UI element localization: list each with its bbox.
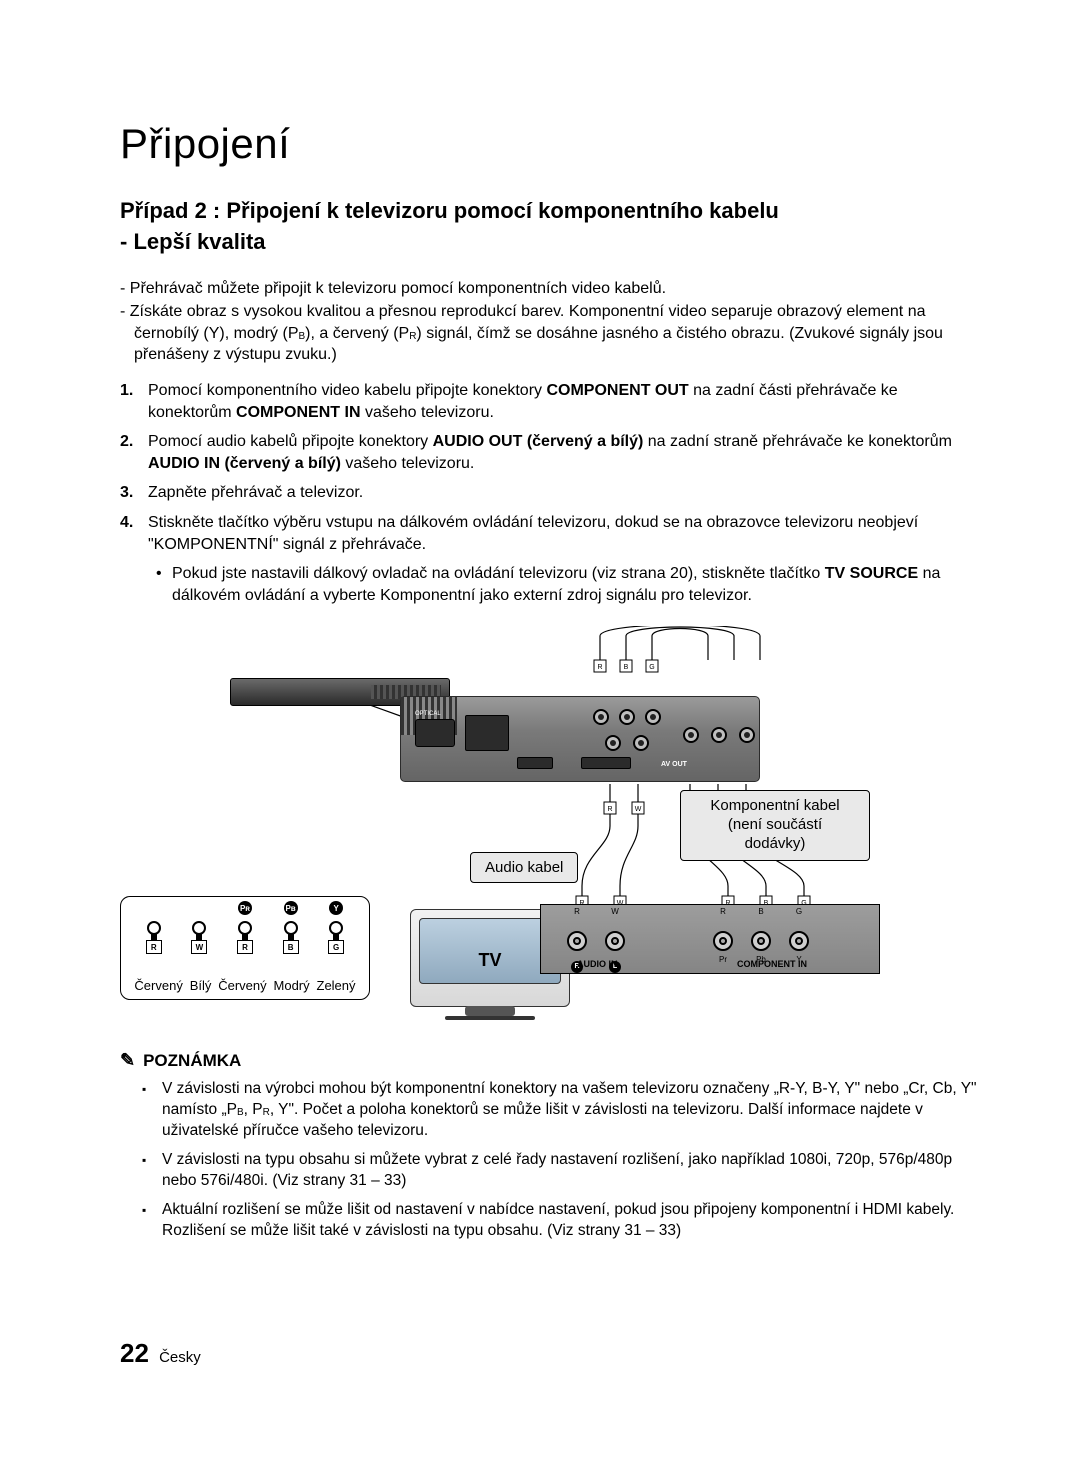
note-3: Aktuální rozlišení se může lišit od nast…	[162, 1200, 980, 1242]
note-heading: ✎ POZNÁMKA	[120, 1050, 980, 1071]
rear-panel-icon: OPTICAL AV OUT	[400, 696, 760, 782]
legend-green: Zelený	[317, 978, 356, 993]
legend-blue: Modrý	[274, 978, 310, 993]
step-4-sub: Pokud jste nastavili dálkový ovladač na …	[172, 563, 980, 606]
audio-cable-callout: Audio kabel	[470, 852, 578, 883]
svg-text:R: R	[607, 806, 612, 813]
intro-list: Přehrávač můžete připojit k televizoru p…	[120, 278, 980, 366]
page-footer: 22 Česky	[120, 1338, 201, 1369]
step-1: Pomocí komponentního video kabelu připoj…	[120, 380, 980, 423]
svg-text:R: R	[597, 664, 602, 671]
case-title-line2: - Lepší kvalita	[120, 229, 266, 254]
step-2: Pomocí audio kabelů připojte konektory A…	[120, 431, 980, 474]
legend-red2: Červený	[218, 978, 266, 993]
case-title-line1: Případ 2 : Připojení k televizoru pomocí…	[120, 198, 779, 223]
case-title: Případ 2 : Připojení k televizoru pomocí…	[120, 196, 980, 258]
legend-white: Bílý	[190, 978, 212, 993]
intro-1: Přehrávač můžete připojit k televizoru p…	[120, 278, 980, 300]
note-1: V závislosti na výrobci mohou být kompon…	[162, 1079, 980, 1142]
component-cable-callout: Komponentní kabel (není součástí dodávky…	[680, 790, 870, 860]
legend-red: Červený	[134, 978, 182, 993]
step-4: Stiskněte tlačítko výběru vstupu na dálk…	[120, 512, 980, 606]
section-title: Připojení	[120, 120, 980, 168]
steps-list: Pomocí komponentního video kabelu připoj…	[120, 380, 980, 606]
note-2: V závislosti na typu obsahu si můžete vy…	[162, 1150, 980, 1192]
page-number: 22	[120, 1338, 149, 1368]
svg-text:W: W	[635, 806, 642, 813]
page-language: Česky	[159, 1349, 201, 1366]
step-3: Zapněte přehrávač a televizor.	[120, 482, 980, 504]
svg-text:B: B	[624, 664, 629, 671]
connection-diagram: R B G R W R W R B G OPTICAL AV OUT	[120, 626, 940, 1026]
note-list: V závislosti na výrobci mohou být kompon…	[120, 1079, 980, 1241]
svg-text:G: G	[649, 664, 654, 671]
note-icon: ✎	[120, 1050, 135, 1071]
intro-2: Získáte obraz s vysokou kvalitou a přesn…	[120, 301, 980, 366]
connector-legend: Pʀ Pʙ Y R W R B G Červený Bílý Červený M…	[120, 896, 370, 1000]
tv-input-strip: RW RBG R L Pr Pb Y AUDIO IN COMPONENT IN	[540, 904, 880, 974]
